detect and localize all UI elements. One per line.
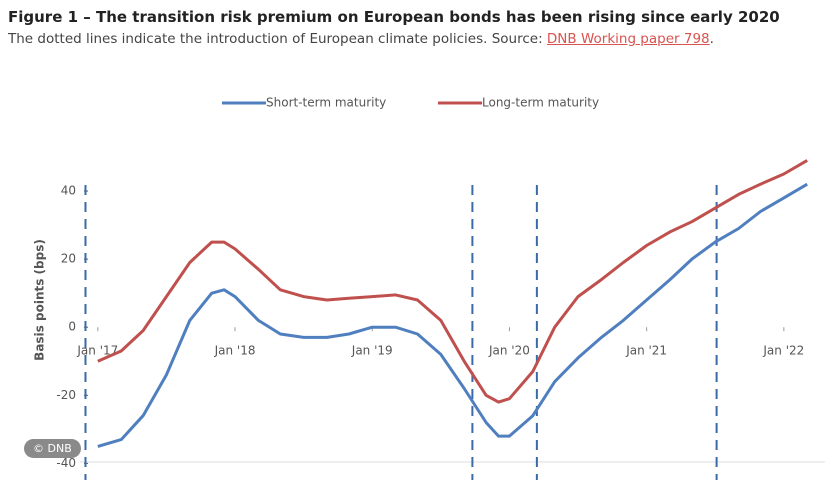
subtitle: The dotted lines indicate the introducti… xyxy=(8,31,547,47)
x-tick-label: Jan '21 xyxy=(625,344,667,358)
credit: © DNB xyxy=(24,439,81,458)
y-tick-label: -40 xyxy=(56,456,76,470)
header: Figure 1 – The transition risk premium o… xyxy=(8,8,838,47)
x-tick-label: Jan '19 xyxy=(351,344,393,358)
legend-label: Long-term maturity xyxy=(482,96,599,110)
series-line xyxy=(97,182,808,448)
y-tick-label: 20 xyxy=(61,252,76,266)
subtitle-end: . xyxy=(709,31,714,47)
y-tick-label: 40 xyxy=(61,184,76,198)
x-tick-label: Jan '18 xyxy=(214,344,256,358)
y-tick-label: 0 xyxy=(68,320,76,334)
source-link[interactable]: DNB Working paper 798 xyxy=(546,31,710,47)
y-tick-label: -20 xyxy=(56,388,76,402)
y-axis-label: Basis points (bps) xyxy=(33,239,47,361)
subtitle-line: The dotted lines indicate the introducti… xyxy=(8,31,838,47)
x-tick-label: Jan '22 xyxy=(762,344,804,358)
x-tick-label: Jan '20 xyxy=(488,344,530,358)
title: Figure 1 – The transition risk premium o… xyxy=(8,8,780,26)
legend-label: Short-term maturity xyxy=(266,96,386,110)
series-line xyxy=(97,159,808,404)
x-tick-label: Jan '17 xyxy=(76,344,118,358)
